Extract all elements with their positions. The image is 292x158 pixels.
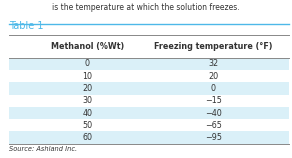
Text: Freezing temperature (°F): Freezing temperature (°F)	[154, 42, 273, 51]
Text: −95: −95	[205, 133, 222, 142]
Text: −40: −40	[205, 109, 222, 118]
Text: 10: 10	[82, 72, 92, 81]
Text: 50: 50	[82, 121, 92, 130]
Text: −15: −15	[205, 96, 222, 105]
Text: 0: 0	[211, 84, 216, 93]
Text: Table 1: Table 1	[9, 21, 43, 30]
Text: 20: 20	[82, 84, 92, 93]
Text: Source: Ashland Inc.: Source: Ashland Inc.	[9, 146, 77, 152]
Text: 40: 40	[82, 109, 92, 118]
Text: Methanol (%Wt): Methanol (%Wt)	[51, 42, 124, 51]
Text: is the temperature at which the solution freezes.: is the temperature at which the solution…	[52, 3, 240, 12]
Text: 0: 0	[85, 59, 90, 68]
Text: 20: 20	[208, 72, 218, 81]
Text: 32: 32	[208, 59, 218, 68]
Text: −65: −65	[205, 121, 222, 130]
Text: 30: 30	[82, 96, 92, 105]
Text: 60: 60	[82, 133, 92, 142]
